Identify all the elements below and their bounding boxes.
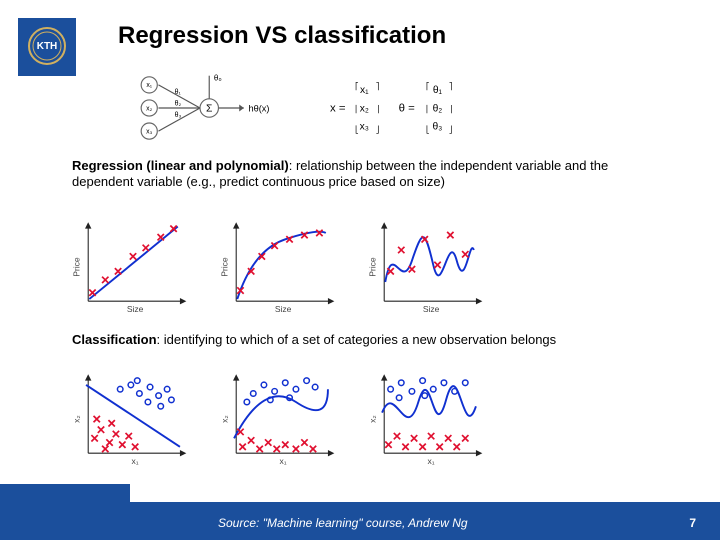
classification-text: : identifying to which of a set of categ… [157, 332, 557, 347]
svg-text:θ₂: θ₂ [433, 103, 443, 114]
svg-text:x =: x = [330, 102, 346, 114]
svg-text:⎤: ⎤ [449, 82, 452, 91]
svg-text:⎡: ⎡ [426, 82, 429, 91]
top-figure: θ₀ θ₁ x₁ θ₂ x₂ θ₃ x₃ Σhθ(x) x = ⎡ ⎤ ⎢ ⎥ ⎣ ⎦ x₁ x₂ … [140, 70, 500, 146]
regression-charts: Price Size Price Size Price Size [68, 218, 500, 318]
svg-text:x₃: x₃ [360, 122, 369, 133]
svg-text:x₁: x₁ [146, 82, 152, 89]
svg-text:⎡: ⎡ [355, 82, 358, 91]
svg-text:x₃: x₃ [146, 128, 152, 135]
footer-source: Source: "Machine learning" course, Andre… [218, 516, 468, 530]
regression-paragraph: Regression (linear and polynomial): rela… [72, 158, 632, 191]
regression-chart-curve: Price Size [216, 218, 346, 314]
slide-footer: Source: "Machine learning" course, Andre… [0, 502, 720, 540]
classification-chart-complex: x₂ x₁ [364, 370, 494, 466]
svg-text:⎢: ⎢ [355, 104, 358, 113]
svg-text:x₁: x₁ [280, 456, 287, 466]
regression-chart-overfit: Price Size [364, 218, 494, 314]
svg-text:hθ(x): hθ(x) [248, 103, 269, 113]
svg-text:x₂: x₂ [360, 103, 369, 114]
svg-text:Price: Price [368, 257, 378, 277]
classification-chart-curve: x₂ x₁ [216, 370, 346, 466]
accent-bar [0, 484, 130, 502]
svg-text:Price: Price [220, 257, 230, 277]
svg-text:Price: Price [72, 257, 82, 277]
svg-text:KTH: KTH [37, 41, 58, 52]
svg-text:⎣: ⎣ [426, 125, 429, 134]
svg-text:x₂: x₂ [72, 415, 82, 423]
classification-chart-linear: x₂ x₁ [68, 370, 198, 466]
svg-text:θ₀: θ₀ [214, 73, 222, 82]
svg-text:θ₃: θ₃ [175, 112, 182, 119]
svg-text:x₂: x₂ [220, 415, 230, 423]
svg-text:θ₁: θ₁ [175, 89, 182, 96]
regression-chart-linear: Price Size [68, 218, 198, 314]
slide-title: Regression VS classification [118, 22, 446, 50]
svg-text:⎥: ⎥ [449, 104, 452, 113]
svg-text:x₁: x₁ [360, 85, 369, 96]
network-diagram: θ₀ θ₁ x₁ θ₂ x₂ θ₃ x₃ Σhθ(x) [140, 73, 290, 143]
svg-text:θ₃: θ₃ [432, 122, 442, 133]
classification-heading: Classification [72, 332, 157, 347]
classification-charts: x₂ x₁ x₂ x₁ x₂ x₁ [68, 370, 500, 470]
svg-text:Size: Size [423, 304, 440, 314]
svg-text:⎣: ⎣ [355, 125, 358, 134]
svg-text:θ =: θ = [399, 102, 416, 114]
svg-text:Σ: Σ [206, 103, 212, 114]
svg-text:θ₁: θ₁ [433, 85, 443, 96]
svg-text:x₁: x₁ [428, 456, 435, 466]
svg-text:x₂: x₂ [146, 105, 152, 112]
kth-logo: KTH [18, 18, 76, 76]
svg-text:⎤: ⎤ [376, 82, 379, 91]
svg-text:⎥: ⎥ [376, 104, 379, 113]
svg-text:⎦: ⎦ [376, 125, 379, 134]
matrix-equation: x = ⎡ ⎤ ⎢ ⎥ ⎣ ⎦ x₁ x₂ x₃ θ = ⎡ ⎤ ⎢ ⎥ ⎣ ⎦ θ₁ θ₂… [330, 79, 490, 137]
svg-text:Size: Size [127, 304, 144, 314]
regression-heading: Regression (linear and polynomial) [72, 158, 289, 173]
svg-text:x₁: x₁ [132, 456, 139, 466]
svg-text:⎦: ⎦ [449, 125, 452, 134]
svg-text:⎢: ⎢ [426, 104, 429, 113]
svg-text:x₂: x₂ [368, 415, 378, 423]
svg-text:Size: Size [275, 304, 292, 314]
svg-text:θ₂: θ₂ [175, 101, 182, 108]
page-number: 7 [689, 516, 696, 530]
classification-paragraph: Classification: identifying to which of … [72, 332, 632, 348]
